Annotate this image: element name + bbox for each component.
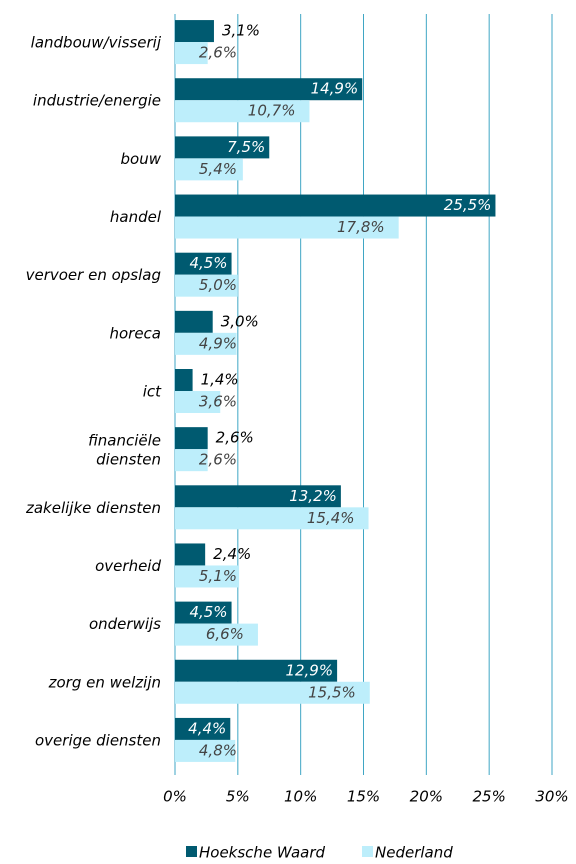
bar <box>175 623 258 646</box>
value-label: 5,0% <box>199 276 237 294</box>
bar <box>175 42 208 65</box>
bar <box>175 274 238 297</box>
value-label: 12,9% <box>285 661 333 679</box>
value-label: 17,8% <box>337 218 385 236</box>
bar <box>175 100 310 123</box>
value-label: 15,5% <box>308 683 356 701</box>
y-tick-label: handel <box>110 208 162 226</box>
value-label: 15,4% <box>307 509 355 527</box>
legend-label: Nederland <box>375 844 453 862</box>
x-tick-label: 10% <box>284 788 317 806</box>
y-tick-label: onderwijs <box>89 615 161 633</box>
bar <box>175 252 232 275</box>
value-label: 4,8% <box>199 741 237 759</box>
value-label: 13,2% <box>289 487 337 505</box>
y-tick-label: overige diensten <box>35 731 161 749</box>
value-label: 4,9% <box>199 334 237 352</box>
value-label: 6,6% <box>206 625 244 643</box>
value-label: 7,5% <box>227 138 265 156</box>
y-tick-label: zakelijke diensten <box>25 499 161 517</box>
y-tick-label: overheid <box>95 557 161 575</box>
bar <box>175 739 236 762</box>
value-label: 1,4% <box>201 371 239 389</box>
value-label: 4,5% <box>189 603 227 621</box>
legend-swatch <box>362 846 373 857</box>
y-tick-label: landbouw/visserij <box>31 34 162 52</box>
value-label: 25,5% <box>444 196 492 214</box>
bar <box>175 485 341 508</box>
bar <box>175 659 338 682</box>
value-label: 3,6% <box>199 393 237 411</box>
bar <box>175 78 363 101</box>
x-tick-label: 0% <box>163 788 187 806</box>
value-label: 4,4% <box>188 719 226 737</box>
y-tick-label: bouw <box>121 150 162 168</box>
value-label: 2,6% <box>199 44 237 62</box>
y-tick-label: financiële diensten <box>88 431 161 468</box>
y-tick-label: horeca <box>109 324 161 342</box>
bar <box>175 449 208 472</box>
x-tick-label: 20% <box>410 788 443 806</box>
bar <box>175 681 370 704</box>
bar <box>175 601 232 624</box>
bar <box>175 158 243 181</box>
y-tick-label: industrie/energie <box>33 92 161 110</box>
bar <box>175 391 221 413</box>
value-label: 2,4% <box>213 545 251 563</box>
bar <box>175 717 231 740</box>
x-tick-label: 25% <box>472 788 505 806</box>
x-tick-label: 5% <box>226 788 250 806</box>
y-tick-label: zorg en welzijn <box>48 673 161 691</box>
x-tick-label: 30% <box>535 788 568 806</box>
bar <box>175 565 240 588</box>
bar <box>175 543 206 566</box>
legend-label: Hoeksche Waard <box>199 844 325 862</box>
value-label: 2,6% <box>199 451 237 469</box>
y-tick-label: vervoer en opslag <box>26 266 161 284</box>
bar <box>175 427 208 450</box>
value-label: 5,1% <box>199 567 237 585</box>
bar <box>175 332 237 355</box>
y-tick-label: ict <box>143 383 162 401</box>
bar <box>175 310 213 333</box>
bar <box>175 216 399 239</box>
bar <box>175 507 369 530</box>
value-label: 3,0% <box>221 312 259 330</box>
bar <box>175 194 496 217</box>
value-label: 10,7% <box>248 102 296 120</box>
value-label: 3,1% <box>222 22 260 40</box>
bar <box>175 20 214 43</box>
value-label: 4,5% <box>189 254 227 272</box>
bar <box>175 369 193 391</box>
value-label: 14,9% <box>311 80 359 98</box>
legend-swatch <box>186 846 197 857</box>
value-label: 5,4% <box>199 160 237 178</box>
x-tick-label: 15% <box>347 788 380 806</box>
bar <box>175 136 270 159</box>
value-label: 2,6% <box>216 429 254 447</box>
